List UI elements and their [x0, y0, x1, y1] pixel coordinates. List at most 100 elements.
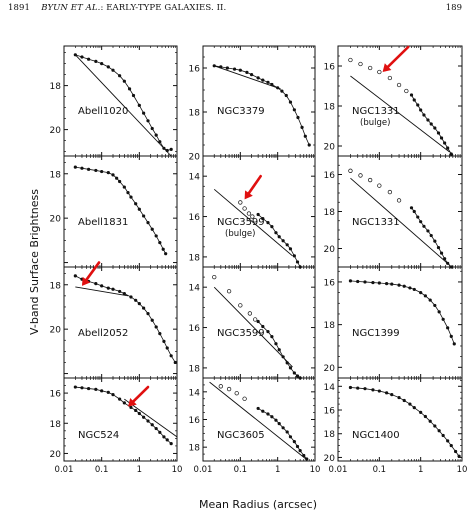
data-point — [146, 119, 150, 123]
data-point — [87, 57, 91, 61]
fit-line — [213, 188, 293, 257]
panel-ngc1331-bulge: 16 18 20 NGC1331(bulge) — [324, 45, 463, 157]
panel-ngc524: 16 18 20 0.01 0.1 1 10 NGC524 — [50, 377, 183, 475]
data-point — [436, 131, 441, 135]
open-data-point — [226, 289, 232, 294]
data-point — [266, 329, 270, 334]
data-point — [142, 214, 146, 218]
x-tick-label: 1 — [275, 465, 280, 475]
data-point — [106, 171, 110, 175]
data-point — [256, 212, 260, 217]
y-tick-label: 18 — [324, 103, 336, 113]
data-point — [412, 209, 416, 214]
panel-ngc3599: 14 16 18 NGC3599 — [189, 266, 316, 380]
data-point — [154, 133, 158, 137]
data-point — [429, 122, 433, 126]
y-tick-label: 16 — [324, 278, 336, 288]
data-point — [142, 415, 146, 419]
y-tick-label: 18 — [189, 109, 201, 119]
y-tick-label: 14 — [324, 383, 336, 393]
y-tick-label: 20 — [324, 364, 336, 374]
open-data-point — [218, 384, 223, 389]
data-point — [446, 261, 450, 265]
data-point — [422, 113, 426, 117]
open-data-point — [396, 82, 402, 88]
galaxy-sublabel: (bulge) — [225, 229, 255, 239]
data-point — [126, 191, 130, 195]
profile-line — [75, 166, 167, 254]
data-point — [261, 216, 265, 221]
data-point — [165, 148, 169, 153]
data-point — [439, 251, 444, 255]
x-tick-label: 0.01 — [55, 465, 74, 475]
data-point — [256, 319, 260, 324]
y-tick-label: 20 — [50, 326, 62, 336]
data-point — [285, 430, 289, 434]
data-point — [100, 62, 104, 66]
data-point — [288, 100, 293, 104]
data-point — [288, 366, 293, 370]
data-point — [270, 415, 274, 419]
data-point — [80, 386, 84, 390]
open-data-point — [242, 206, 247, 211]
data-point — [111, 393, 115, 397]
x-tick-label: 0.01 — [329, 465, 348, 475]
data-point — [146, 312, 150, 316]
galaxy-label: Abell2052 — [78, 328, 128, 339]
data-point — [94, 59, 98, 64]
y-tick-label: 16 — [50, 390, 62, 400]
data-point — [428, 298, 432, 302]
data-point — [285, 361, 289, 365]
page-number-right: 189 — [445, 3, 462, 13]
fit-line — [214, 65, 281, 90]
data-point — [446, 326, 450, 330]
data-point — [238, 68, 242, 72]
data-point — [100, 284, 104, 288]
data-point — [377, 281, 381, 285]
panel-frame — [202, 45, 316, 157]
x-tick-label: 10 — [172, 465, 183, 475]
data-point — [249, 73, 254, 77]
data-point — [150, 227, 154, 231]
y-axis-label: V-band Surface Brightness — [28, 189, 41, 335]
data-point — [433, 303, 437, 308]
data-point — [433, 239, 437, 243]
panel-ngc1331: 16 18 20 NGC1331 — [324, 155, 463, 269]
data-point — [100, 169, 104, 174]
y-tick-label: 16 — [189, 213, 201, 223]
data-point — [111, 287, 115, 291]
y-tick-label: 20 — [50, 450, 62, 460]
data-point — [122, 292, 126, 296]
data-point — [453, 449, 458, 454]
data-point — [397, 283, 401, 287]
y-tick-label: 18 — [324, 430, 336, 440]
data-point — [419, 220, 423, 224]
data-point — [397, 395, 401, 400]
data-point — [423, 414, 427, 419]
data-point — [100, 389, 104, 393]
open-data-point — [404, 88, 409, 94]
open-data-point — [358, 61, 363, 67]
data-point — [402, 398, 406, 403]
fit-line — [75, 54, 172, 157]
data-point — [348, 279, 353, 283]
data-point — [106, 286, 110, 290]
galaxy-label: NGC3379 — [217, 106, 265, 117]
open-data-point — [246, 211, 252, 216]
panel-ngc3605: 14 16 18 0.01 0.1 1 10 NGC3605 — [189, 377, 320, 475]
panel-ngc1400: 14 16 18 200.01 0.1 1 10 NGC1400 — [324, 377, 467, 475]
data-point — [452, 342, 456, 346]
data-point — [449, 334, 453, 338]
x-axis-label: Mean Radius (arcsec) — [199, 498, 317, 511]
data-point — [416, 215, 420, 219]
x-tick-label: 0.01 — [194, 465, 213, 475]
data-point — [212, 64, 216, 68]
y-tick-label: 20 — [189, 153, 201, 163]
galaxy-label: NGC3605 — [217, 430, 265, 441]
red-arrow-head — [382, 63, 392, 72]
data-point — [419, 108, 423, 112]
fit-line — [350, 75, 450, 153]
panel-frame — [337, 377, 463, 462]
data-point — [232, 67, 237, 71]
galaxy-label: Abell1020 — [78, 106, 128, 117]
